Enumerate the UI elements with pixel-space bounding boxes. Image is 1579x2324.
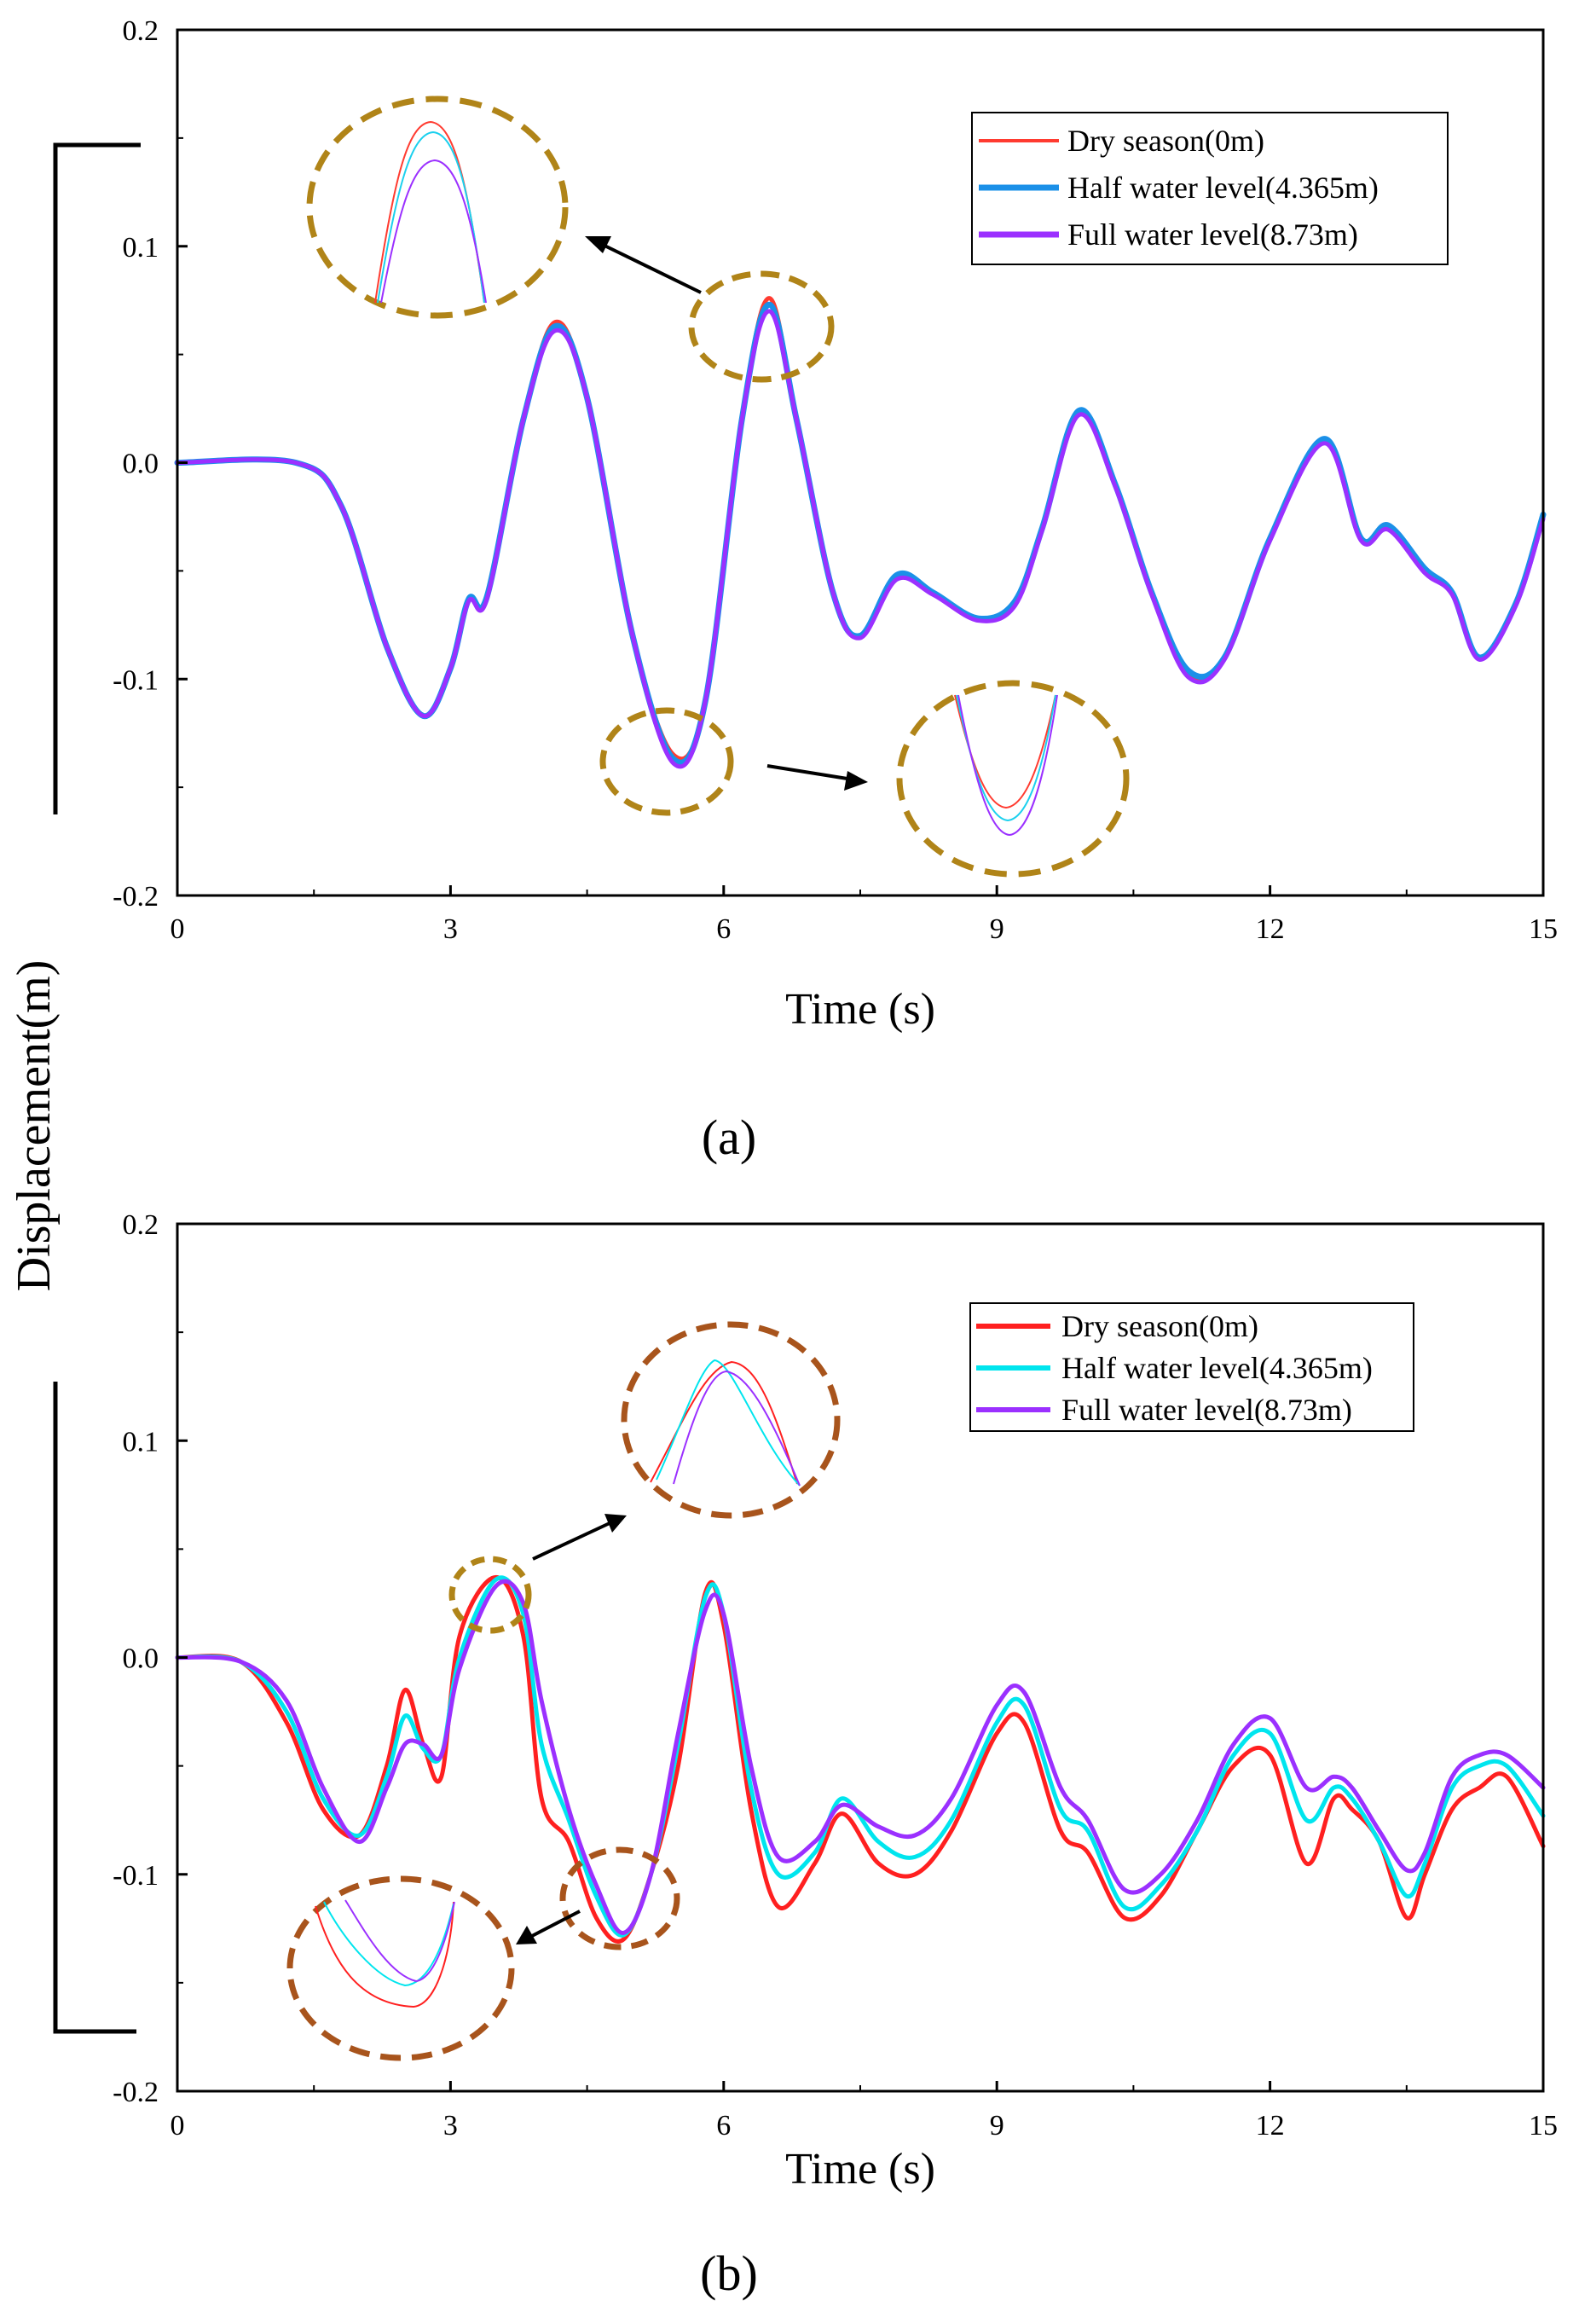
series-line-half (174, 301, 1547, 766)
panel-a-legend: Dry season(0m) Half water level(4.365m) … (971, 112, 1449, 265)
zoom-arrow-peak (600, 242, 702, 294)
panel-a: 0 3 6 9 12 15 -0.2 -0.1 0.0 0.1 0.2 Time (s) (a) D… (113, 15, 1558, 1165)
y-tick-label: -0.2 (113, 881, 159, 913)
zoom-b-arrow-peak (532, 1521, 610, 1561)
zoom-arrow-valley (766, 764, 853, 781)
zoom-b-valley-dry-curve (315, 1901, 454, 2008)
legend-b-dry-label: Dry season(0m) (1061, 1309, 1258, 1343)
zoom-peak-full-curve (380, 159, 487, 304)
x-tick-label: 6 (716, 913, 731, 945)
panel-a-series-group (174, 296, 1547, 769)
zoom-circle-peak-large (306, 96, 569, 319)
panel-a-zoom-annotations (306, 96, 1130, 878)
zoom-valley-full-curve (957, 694, 1058, 837)
panel-b: 0 3 6 9 12 15 -0.2 -0.1 0.0 0.1 0.2 Time (s) (b) D… (113, 1209, 1558, 2301)
x-tick-label: 3 (443, 2110, 458, 2141)
panel-a-ticks: 0 3 6 9 12 15 -0.2 -0.1 0.0 0.1 0.2 (113, 15, 1558, 945)
zoom-b-circle-valley-large (286, 1875, 515, 2061)
panel-b-legend: Dry season(0m) Half water level(4.365m) … (969, 1302, 1414, 1432)
panel-b-zoom-annotations (286, 1321, 841, 2061)
y-tick-label: 0.1 (123, 1426, 159, 1458)
zoom-circle-valley-small (599, 707, 734, 816)
zoom-b-circle-peak-large (621, 1321, 841, 1519)
bracket-top (53, 142, 141, 814)
x-tick-label: 12 (1256, 913, 1285, 945)
panel-b-series-group (175, 1574, 1546, 1944)
y-tick-label: 0.0 (123, 1643, 159, 1675)
y-tick-label: 0.1 (123, 232, 159, 264)
panel-a-caption: (a) (702, 1110, 756, 1165)
x-tick-label: 0 (171, 2110, 185, 2141)
zoom-arrow-valley-head (844, 771, 868, 791)
x-tick-label: 15 (1529, 913, 1558, 945)
panel-a-x-axis-label: Time (s) (785, 985, 935, 1034)
legend-a-full-label: Full water level(8.73m) (1067, 217, 1358, 252)
y-tick-label: -0.2 (113, 2077, 159, 2108)
zoom-b-arrow-valley (531, 1910, 581, 1938)
zoom-b-peak-full-curve (673, 1370, 801, 1487)
legend-a-dry-label: Dry season(0m) (1067, 124, 1264, 158)
zoom-b-valley-half-curve (323, 1901, 454, 1987)
panel-b-x-axis-label: Time (s) (785, 2145, 935, 2194)
zoom-b-valley-full-curve (344, 1899, 455, 1983)
y-tick-label: 0.2 (123, 15, 159, 47)
zoom-b-circle-peak-small (448, 1556, 532, 1634)
bracket-bottom (53, 1382, 136, 2034)
y-tick-label: -0.1 (113, 1860, 159, 1892)
series-line-dry (175, 296, 1546, 762)
y-tick-label: 0.0 (123, 449, 159, 480)
zoom-b-circle-valley-small (559, 1846, 680, 1950)
y-tick-label: 0.2 (123, 1209, 159, 1241)
series-line-full (175, 309, 1546, 769)
legend-b-full-label: Full water level(8.73m) (1061, 1393, 1352, 1427)
zoom-b-arrow-valley-head (516, 1926, 537, 1944)
x-tick-label: 0 (171, 913, 185, 945)
x-tick-label: 15 (1529, 2110, 1558, 2141)
x-tick-label: 3 (443, 913, 458, 945)
zoom-b-peak-half-curve (656, 1359, 801, 1487)
series-line-full (175, 1579, 1546, 1935)
x-tick-label: 12 (1256, 2110, 1285, 2141)
zoom-circle-valley-large (896, 680, 1130, 878)
zoom-peak-half-curve (377, 130, 485, 304)
panel-b-ticks: 0 3 6 9 12 15 -0.2 -0.1 0.0 0.1 0.2 (113, 1209, 1558, 2141)
y-axis-label: Displacement(m) (8, 960, 61, 1292)
x-tick-label: 6 (716, 2110, 731, 2141)
legend-b-half-label: Half water level(4.365m) (1061, 1351, 1373, 1385)
panel-b-caption: (b) (700, 2246, 758, 2301)
zoom-arrow-peak-head (585, 236, 611, 253)
legend-a-half-label: Half water level(4.365m) (1067, 171, 1379, 205)
zoom-circle-peak-small (688, 270, 835, 383)
zoom-b-arrow-peak-head (604, 1514, 627, 1533)
x-tick-label: 9 (990, 2110, 1004, 2141)
y-tick-label: -0.1 (113, 664, 159, 696)
zoom-b-peak-dry-curve (650, 1360, 798, 1485)
series-line-dry (175, 1574, 1546, 1944)
x-tick-label: 9 (990, 913, 1004, 945)
